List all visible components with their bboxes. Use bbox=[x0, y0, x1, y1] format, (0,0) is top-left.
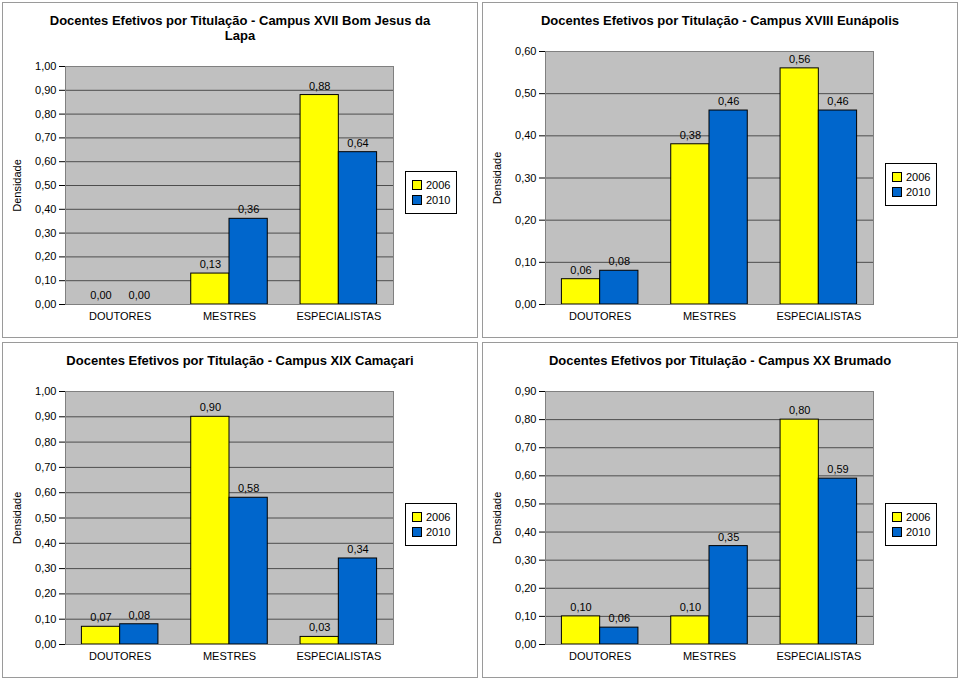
html-text:2006: 2006 bbox=[426, 511, 451, 523]
svg-text:0,40: 0,40 bbox=[35, 203, 56, 215]
svg-text:0,30: 0,30 bbox=[515, 554, 536, 566]
svg-text:0,00: 0,00 bbox=[35, 298, 56, 310]
svg-text:0,00: 0,00 bbox=[129, 289, 150, 301]
svg-text:0,34: 0,34 bbox=[347, 543, 368, 555]
svg-text:MESTRES: MESTRES bbox=[203, 310, 256, 322]
svg-text:DOUTORES: DOUTORES bbox=[89, 650, 151, 662]
svg-text:0,80: 0,80 bbox=[35, 436, 56, 448]
svg-text:0,50: 0,50 bbox=[35, 179, 56, 191]
svg-text:0,30: 0,30 bbox=[515, 172, 536, 184]
html-text:2006: 2006 bbox=[426, 178, 451, 191]
svg-text:ESPECIALISTAS: ESPECIALISTAS bbox=[296, 310, 381, 322]
svg-text:MESTRES: MESTRES bbox=[683, 650, 736, 662]
svg-text:0,60: 0,60 bbox=[35, 155, 56, 167]
svg-text:0,10: 0,10 bbox=[515, 610, 536, 622]
svg-text:0,88: 0,88 bbox=[309, 80, 330, 92]
svg-text:0,10: 0,10 bbox=[35, 274, 56, 286]
svg-text:0,60: 0,60 bbox=[515, 45, 536, 57]
svg-text:0,10: 0,10 bbox=[515, 256, 536, 268]
svg-text:0,00: 0,00 bbox=[515, 638, 536, 650]
svg-text:0,50: 0,50 bbox=[35, 512, 56, 524]
svg-text:0,64: 0,64 bbox=[347, 137, 368, 149]
svg-text:DOUTORES: DOUTORES bbox=[89, 310, 151, 322]
svg-text:0,13: 0,13 bbox=[200, 258, 221, 270]
svg-text:DOUTORES: DOUTORES bbox=[569, 650, 631, 662]
svg-text:0,00: 0,00 bbox=[35, 638, 56, 650]
svg-text:0,00: 0,00 bbox=[90, 289, 111, 301]
svg-text:0,36: 0,36 bbox=[238, 203, 259, 215]
svg-text:ESPECIALISTAS: ESPECIALISTAS bbox=[296, 650, 381, 662]
svg-text:1,00: 1,00 bbox=[35, 60, 56, 72]
svg-text:Densidade: Densidade bbox=[491, 492, 503, 545]
html-text:Docentes Efetivos por Titulaçã: Docentes Efetivos por Titulação - Campus… bbox=[548, 353, 892, 368]
svg-text:0,38: 0,38 bbox=[680, 129, 701, 141]
svg-text:0,80: 0,80 bbox=[515, 413, 536, 425]
svg-text:0,10: 0,10 bbox=[570, 601, 591, 613]
svg-text:0,00: 0,00 bbox=[515, 298, 536, 310]
html-text:2010: 2010 bbox=[906, 526, 931, 538]
svg-text:0,03: 0,03 bbox=[309, 621, 330, 633]
html-text:Docentes Efetivos por Titulaçã: Docentes Efetivos por Titulação - Campus… bbox=[49, 13, 431, 43]
svg-text:0,20: 0,20 bbox=[515, 582, 536, 594]
svg-text:0,56: 0,56 bbox=[789, 53, 810, 65]
svg-text:MESTRES: MESTRES bbox=[203, 650, 256, 662]
svg-text:Densidade: Densidade bbox=[11, 159, 23, 212]
svg-text:0,10: 0,10 bbox=[35, 613, 56, 625]
html-text:2010: 2010 bbox=[426, 526, 451, 538]
svg-text:0,08: 0,08 bbox=[609, 255, 630, 267]
svg-text:0,60: 0,60 bbox=[35, 486, 56, 498]
svg-text:0,90: 0,90 bbox=[35, 410, 56, 422]
svg-text:Densidade: Densidade bbox=[11, 492, 23, 545]
svg-text:0,07: 0,07 bbox=[90, 611, 111, 623]
svg-text:0,06: 0,06 bbox=[570, 264, 591, 276]
svg-text:MESTRES: MESTRES bbox=[683, 310, 736, 322]
svg-text:0,90: 0,90 bbox=[200, 401, 221, 413]
svg-text:Densidade: Densidade bbox=[491, 152, 503, 205]
svg-text:DOUTORES: DOUTORES bbox=[569, 310, 631, 322]
svg-text:0,59: 0,59 bbox=[827, 463, 848, 475]
svg-text:0,08: 0,08 bbox=[129, 609, 150, 621]
svg-text:0,30: 0,30 bbox=[35, 562, 56, 574]
svg-text:ESPECIALISTAS: ESPECIALISTAS bbox=[776, 650, 861, 662]
svg-text:0,90: 0,90 bbox=[35, 84, 56, 96]
html-text:2010: 2010 bbox=[906, 186, 931, 198]
svg-text:0,46: 0,46 bbox=[718, 95, 739, 107]
svg-text:0,80: 0,80 bbox=[35, 108, 56, 120]
svg-text:0,40: 0,40 bbox=[35, 537, 56, 549]
svg-text:0,10: 0,10 bbox=[680, 601, 701, 613]
html-text:Docentes Efetivos por Titulaçã: Docentes Efetivos por Titulação - Campus… bbox=[541, 13, 899, 28]
svg-text:0,90: 0,90 bbox=[515, 385, 536, 397]
svg-text:ESPECIALISTAS: ESPECIALISTAS bbox=[776, 310, 861, 322]
svg-text:0,70: 0,70 bbox=[35, 131, 56, 143]
svg-text:0,06: 0,06 bbox=[609, 612, 630, 624]
svg-text:0,20: 0,20 bbox=[35, 250, 56, 262]
svg-text:0,70: 0,70 bbox=[35, 461, 56, 473]
svg-text:0,50: 0,50 bbox=[515, 87, 536, 99]
svg-text:0,46: 0,46 bbox=[827, 95, 848, 107]
svg-text:0,40: 0,40 bbox=[515, 526, 536, 538]
html-text:2006: 2006 bbox=[906, 511, 931, 523]
svg-text:0,58: 0,58 bbox=[238, 482, 259, 494]
svg-text:0,60: 0,60 bbox=[515, 469, 536, 481]
svg-text:0,35: 0,35 bbox=[718, 531, 739, 543]
html-text:2010: 2010 bbox=[426, 193, 451, 206]
html-text:2006: 2006 bbox=[906, 171, 931, 183]
svg-text:0,50: 0,50 bbox=[515, 497, 536, 509]
svg-text:0,40: 0,40 bbox=[515, 129, 536, 141]
svg-text:0,20: 0,20 bbox=[35, 587, 56, 599]
svg-text:0,80: 0,80 bbox=[789, 404, 810, 416]
svg-text:0,30: 0,30 bbox=[35, 227, 56, 239]
html-text:Docentes Efetivos por Titulaçã: Docentes Efetivos por Titulação - Campus… bbox=[66, 353, 414, 368]
svg-text:1,00: 1,00 bbox=[35, 385, 56, 397]
svg-text:0,20: 0,20 bbox=[515, 214, 536, 226]
svg-text:0,70: 0,70 bbox=[515, 441, 536, 453]
